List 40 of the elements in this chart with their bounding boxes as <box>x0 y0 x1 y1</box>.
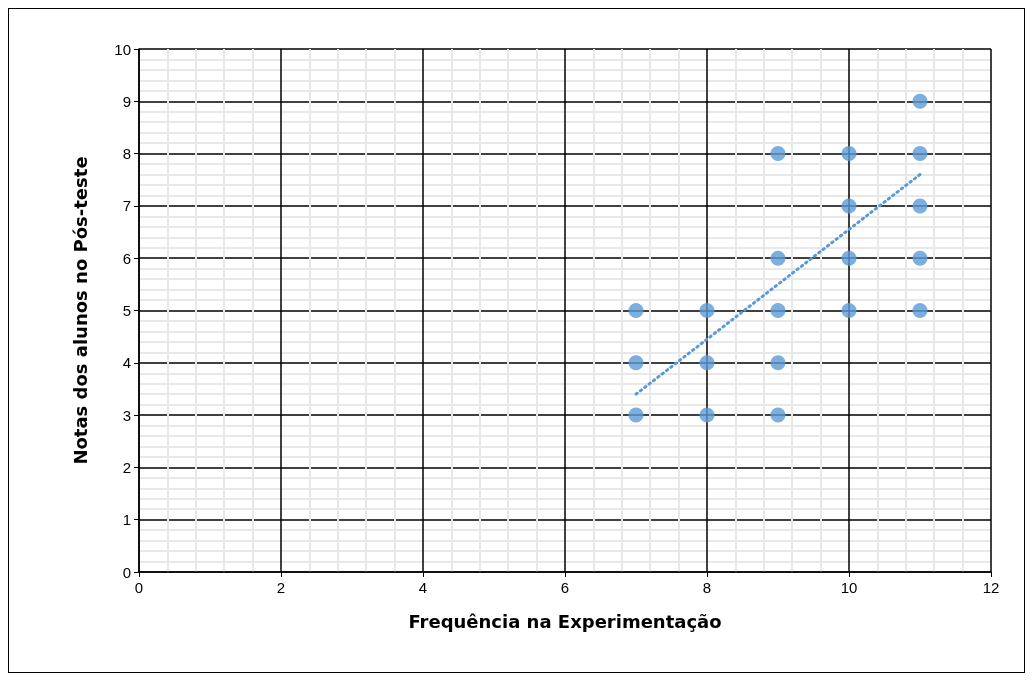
x-tick-label: 10 <box>840 579 858 596</box>
point <box>770 250 786 266</box>
y-tick-label: 9 <box>122 92 131 110</box>
point <box>841 303 857 318</box>
x-tick-label: 12 <box>982 579 1000 596</box>
point <box>699 355 715 371</box>
point <box>841 146 857 162</box>
y-tick-label: 6 <box>122 249 131 267</box>
point <box>841 250 857 266</box>
x-tick-label: 4 <box>418 579 428 596</box>
x-tick-label: 0 <box>134 579 144 596</box>
point <box>912 303 928 318</box>
y-tick-label: 10 <box>114 40 131 58</box>
point <box>841 198 857 214</box>
point <box>912 93 928 109</box>
y-tick-label: 7 <box>122 197 131 215</box>
point <box>770 303 786 318</box>
point <box>699 303 715 318</box>
point <box>912 198 928 214</box>
point <box>770 407 786 423</box>
y-tick-label: 0 <box>122 563 131 581</box>
y-tick-label: 5 <box>122 302 131 319</box>
y-tick-label: 3 <box>122 406 131 424</box>
x-tick-label: 2 <box>276 579 286 596</box>
point <box>912 146 928 162</box>
y-tick-label: 1 <box>122 511 131 529</box>
x-axis-title: Frequência na Experimentação <box>408 610 722 632</box>
y-tick-label: 8 <box>122 145 131 163</box>
point <box>628 355 644 371</box>
point <box>628 303 644 318</box>
point <box>770 355 786 371</box>
point <box>699 407 715 423</box>
point <box>912 250 928 266</box>
y-tick-label: 2 <box>122 458 131 476</box>
point <box>628 407 644 423</box>
x-tick-label: 6 <box>560 579 570 596</box>
x-tick-label: 8 <box>702 579 712 596</box>
y-tick-label: 4 <box>122 354 131 372</box>
point <box>770 146 786 162</box>
y-axis-title: Notas dos alunos no Pós-teste <box>69 156 91 465</box>
